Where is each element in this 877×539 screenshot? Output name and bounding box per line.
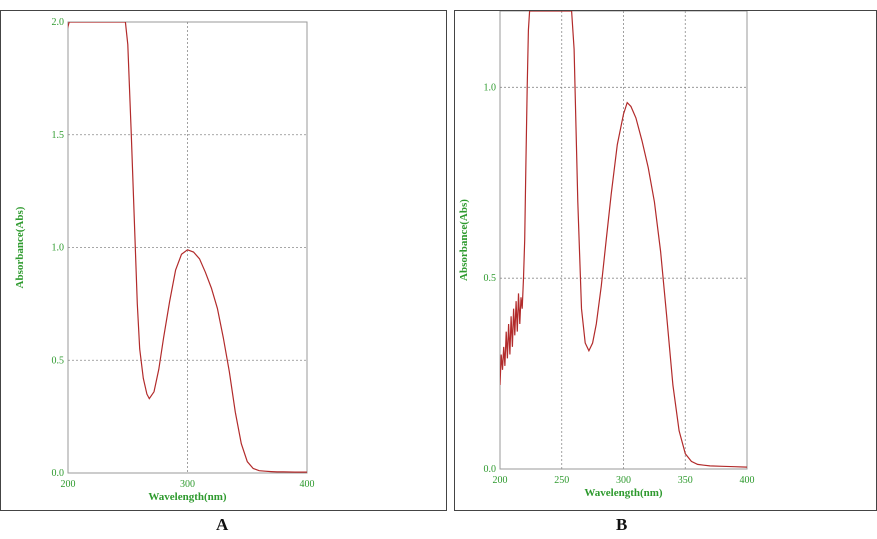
panel-label-a: A (216, 515, 229, 534)
x-axis-label: Wavelength(nm) (148, 491, 227, 503)
x-tick-label: 300 (180, 479, 195, 490)
y-tick-label: 0.0 (52, 468, 65, 479)
chart-panel-a: 200 300 400 0.0 0.5 1.0 1.5 2.0 Wavelength(nm) Ab… (0, 10, 447, 511)
y-tick-label: 2.0 (52, 17, 65, 28)
chart-a: 200 300 400 0.0 0.5 1.0 1.5 2.0 Wavelength(nm) Ab… (14, 17, 315, 503)
y-axis-label: Absorbance(Abs) (458, 199, 470, 281)
y-tick-label: 1.0 (484, 82, 497, 93)
absorbance-curve (500, 11, 747, 468)
x-tick-label: 350 (678, 475, 693, 486)
y-axis-label: Absorbance(Abs) (14, 206, 26, 288)
x-tick-label: 200 (61, 479, 76, 490)
y-tick-label: 1.0 (52, 243, 65, 254)
panel-label-b: B (616, 515, 628, 534)
x-axis-label: Wavelength(nm) (584, 487, 663, 499)
x-tick-label: 400 (300, 479, 315, 490)
chart-b: 200 250 300 350 400 0.0 0.5 1.0 Wavelength(nm) Ab… (458, 10, 755, 499)
y-tick-label: 1.5 (52, 130, 65, 141)
x-tick-label: 300 (616, 475, 631, 486)
x-tick-label: 400 (740, 475, 755, 486)
y-tick-label: 0.5 (52, 355, 65, 366)
y-tick-label: 0.0 (484, 464, 497, 475)
x-tick-label: 250 (554, 475, 569, 486)
x-tick-label: 200 (493, 475, 508, 486)
y-tick-label: 0.5 (484, 273, 497, 284)
chart-panel-b: 200 250 300 350 400 0.0 0.5 1.0 Wavelength(nm) Ab… (454, 10, 877, 511)
absorbance-curve (68, 22, 307, 473)
